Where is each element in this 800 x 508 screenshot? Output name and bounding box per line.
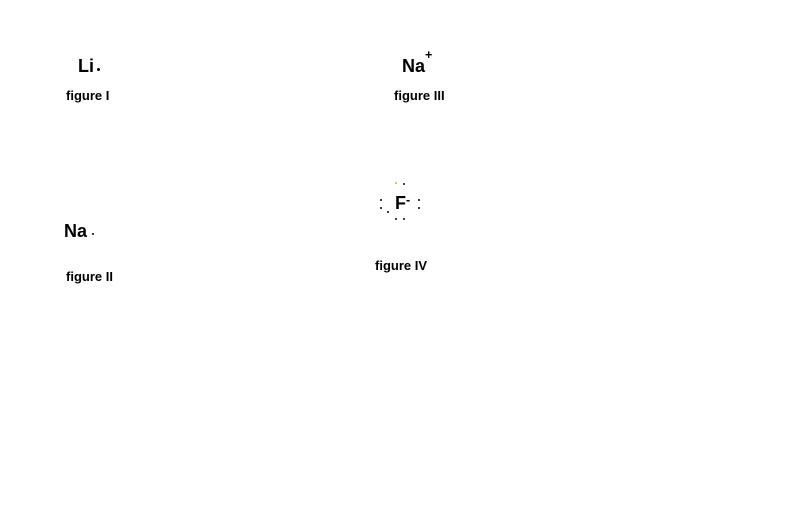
figure-1-caption: figure I — [66, 88, 109, 103]
fluoride-dot-left-upper — [380, 199, 382, 201]
figure-1-group: Li — [78, 56, 94, 77]
figure-3-caption: figure III — [394, 88, 445, 103]
figure-4-caption: figure IV — [375, 258, 427, 273]
sodium-ion-symbol: Na+ — [402, 56, 432, 76]
lewis-dot-diagram-canvas: Li figure I Na+ figure III Na figure II … — [0, 0, 800, 508]
fluoride-symbol: F- — [395, 193, 410, 213]
fluoride-dot-right-upper — [418, 199, 420, 201]
fluoride-dot-left-lower — [380, 207, 382, 209]
sodium-electron-dot — [92, 233, 94, 235]
fluoride-dot-top-left — [395, 182, 397, 184]
fluoride-dot-bottom-right — [403, 218, 405, 220]
sodium-ion-element: Na — [402, 56, 425, 76]
lithium-symbol: Li — [78, 56, 94, 76]
lithium-electron-dot — [97, 68, 100, 71]
figure-2-group: Na — [64, 221, 87, 242]
fluoride-element: F — [395, 193, 406, 213]
sodium-symbol: Na — [64, 221, 87, 241]
fluoride-dot-leftin-upper — [387, 211, 389, 213]
fluoride-dot-bottom-left — [395, 218, 397, 220]
fluoride-dot-right-lower — [418, 207, 420, 209]
fluoride-dot-top-right — [403, 183, 405, 185]
figure-2-caption: figure II — [66, 269, 113, 284]
sodium-ion-charge: + — [425, 48, 432, 62]
fluoride-charge: - — [406, 193, 410, 207]
figure-3-group: Na+ — [402, 54, 432, 77]
figure-4-group: F- — [395, 193, 410, 214]
